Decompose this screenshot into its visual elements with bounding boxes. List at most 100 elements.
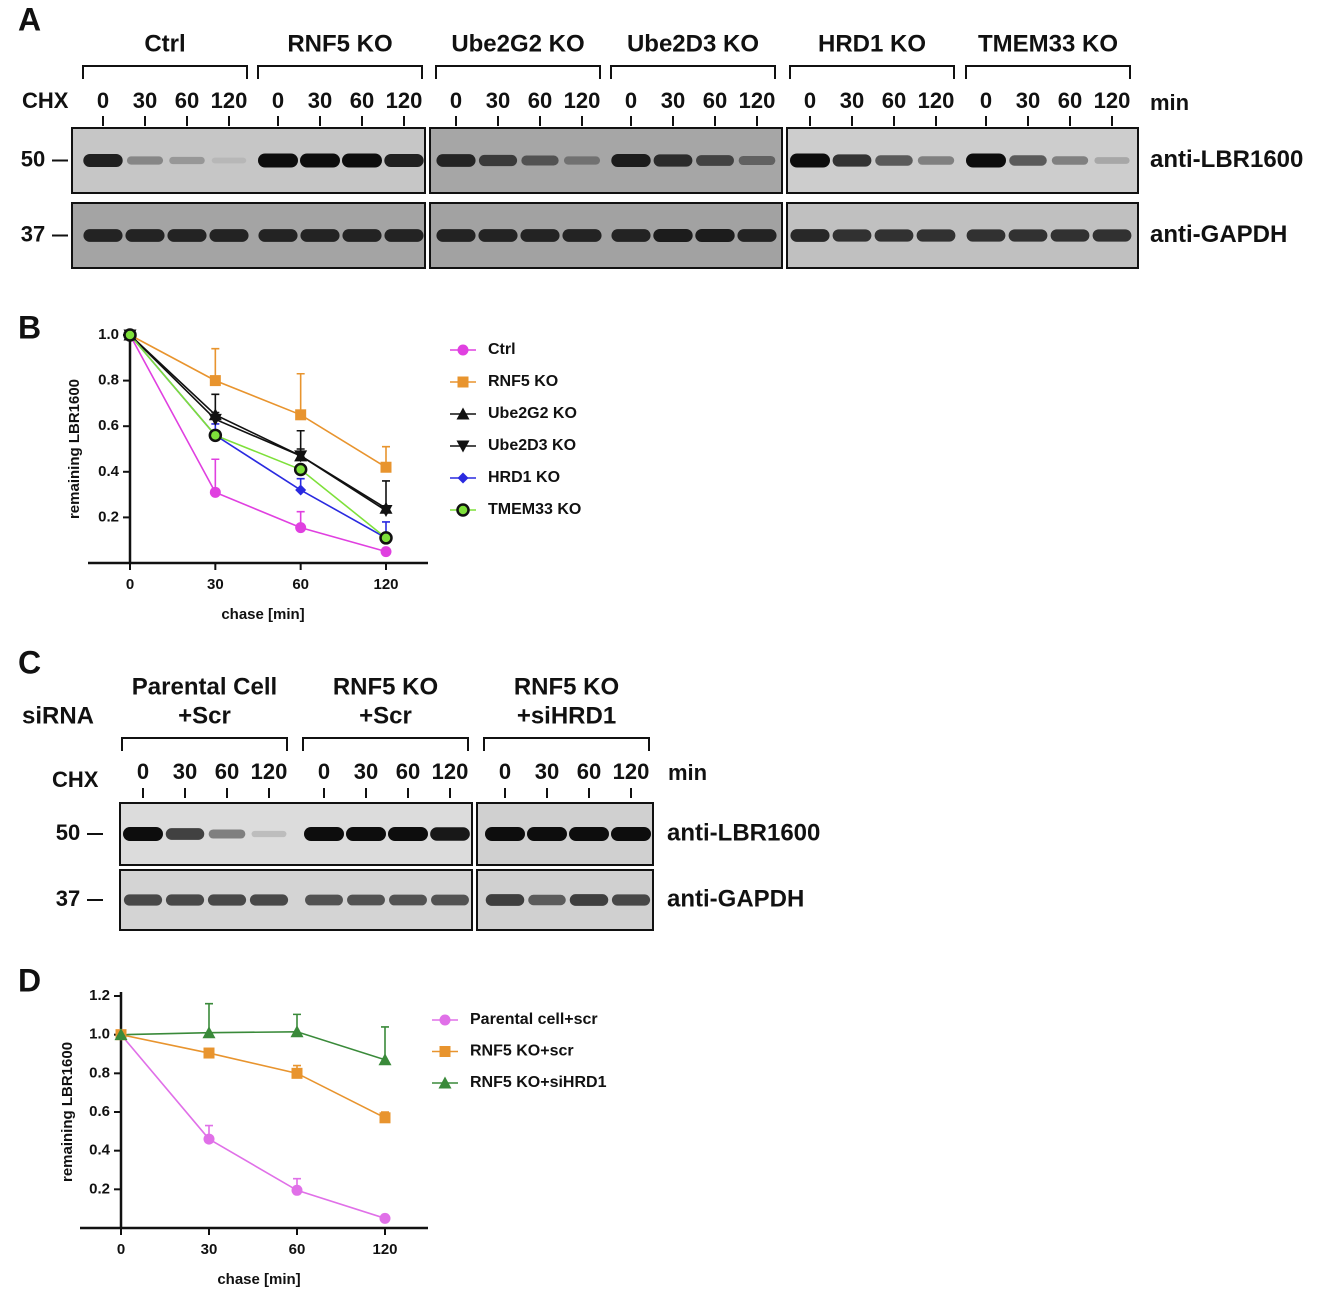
band (563, 156, 601, 165)
band (569, 827, 609, 841)
timepoint-label: 0 (804, 88, 816, 113)
data-point (203, 1047, 215, 1059)
timepoint-label: 30 (535, 759, 559, 784)
band (251, 830, 287, 838)
group-label: Ube2D3 KO (627, 30, 759, 57)
bracket (121, 737, 288, 751)
band (737, 229, 777, 242)
timepoint-label: 30 (173, 759, 197, 784)
timepoint-label: 30 (354, 759, 378, 784)
mw-marker: 50 (56, 820, 80, 845)
band (478, 154, 518, 167)
band (1051, 156, 1089, 165)
group-label: Parental Cell (132, 673, 277, 700)
band (249, 894, 289, 906)
series-line (129, 334, 387, 468)
timepoint-label: 60 (1058, 88, 1082, 113)
band (569, 894, 609, 906)
band (611, 229, 651, 242)
time-unit: min (668, 760, 707, 785)
mw-marker: 50 (21, 146, 45, 171)
band (1092, 229, 1132, 242)
band (917, 156, 955, 165)
timepoint-label: 0 (137, 759, 149, 784)
panel-label: A (18, 1, 41, 37)
band (790, 153, 830, 168)
band (384, 153, 424, 168)
timepoint-label: 60 (882, 88, 906, 113)
band (478, 229, 518, 242)
group-label: +Scr (359, 702, 412, 729)
band (653, 154, 693, 167)
legend-label: RNF5 KO (488, 373, 558, 390)
legend-label: Parental cell+scr (470, 1011, 598, 1028)
data-point (114, 1028, 128, 1041)
error-bar (296, 372, 305, 415)
band (1008, 229, 1048, 242)
antibody-label: anti-LBR1600 (667, 819, 820, 846)
y-axis-title: remaining LBR1600 (66, 379, 83, 519)
series-line (129, 334, 387, 553)
band (430, 827, 470, 841)
panel-label: C (18, 644, 41, 680)
legend-label: Ctrl (488, 341, 516, 358)
data-point (380, 461, 392, 473)
x-tick-label: 30 (207, 576, 224, 593)
legend-marker (457, 344, 469, 356)
band (389, 894, 427, 906)
condition-label: siRNA (22, 702, 94, 729)
group-label: HRD1 KO (818, 30, 926, 57)
band (1094, 157, 1130, 164)
band (695, 228, 735, 243)
legend-marker (439, 1046, 451, 1057)
x-tick-label: 120 (372, 1241, 397, 1258)
group-label: Ube2G2 KO (451, 30, 584, 57)
group-label: +siHRD1 (517, 702, 616, 729)
band (388, 827, 428, 841)
timepoint-label: 0 (272, 88, 284, 113)
band (258, 229, 298, 242)
x-tick-label: 0 (126, 576, 134, 593)
timepoint-label: 120 (386, 88, 423, 113)
band (696, 155, 734, 166)
y-tick-label: 1.2 (89, 987, 110, 1004)
group-label: TMEM33 KO (978, 30, 1118, 57)
band (258, 153, 298, 168)
timepoint-label: 30 (840, 88, 864, 113)
data-point (378, 1053, 392, 1066)
y-tick-label: 0.6 (98, 417, 119, 434)
band (208, 829, 246, 839)
y-tick-label: 0.4 (98, 463, 120, 480)
data-point (293, 462, 308, 477)
band (874, 229, 914, 242)
treatment-label: CHX (52, 767, 99, 792)
timepoint-label: 60 (215, 759, 239, 784)
band (916, 229, 956, 242)
band (611, 827, 651, 841)
band (305, 894, 343, 906)
data-point (290, 1025, 304, 1038)
bracket (965, 65, 1131, 79)
timepoint-label: 60 (528, 88, 552, 113)
band (436, 154, 476, 167)
legend-marker (457, 376, 469, 388)
x-tick-label: 60 (292, 576, 309, 593)
series-line (129, 334, 387, 509)
antibody-label: anti-GAPDH (1150, 221, 1287, 248)
band (123, 894, 163, 906)
data-point (295, 522, 307, 534)
band (611, 153, 651, 168)
data-point (123, 328, 137, 342)
y-tick-label: 1.0 (98, 326, 119, 343)
x-axis-title: chase [min] (221, 606, 304, 623)
band (211, 157, 247, 164)
band (347, 894, 385, 906)
timepoint-label: 0 (97, 88, 109, 113)
data-point (291, 1067, 303, 1079)
timepoint-label: 60 (396, 759, 420, 784)
band (520, 229, 560, 242)
band (653, 228, 693, 243)
x-tick-label: 120 (373, 576, 398, 593)
legend-marker (438, 1076, 452, 1089)
